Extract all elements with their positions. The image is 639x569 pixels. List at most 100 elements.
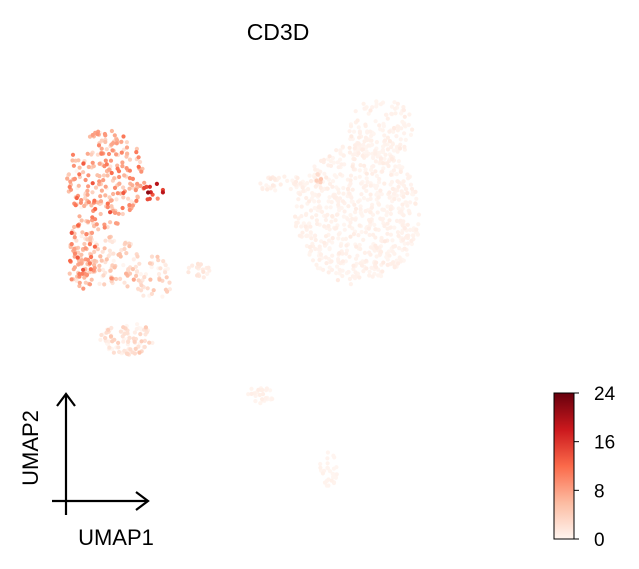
scatter-point (382, 239, 387, 244)
scatter-point (135, 322, 140, 327)
scatter-point (327, 181, 333, 186)
scatter-point (381, 166, 386, 171)
colorbar (553, 392, 575, 540)
scatter-point (96, 143, 102, 148)
scatter-point (385, 147, 390, 152)
scatter-point (341, 214, 346, 219)
scatter-point (296, 197, 301, 202)
scatter-point (402, 144, 407, 149)
scatter-point (362, 163, 367, 168)
scatter-point (391, 244, 396, 249)
scatter-point (77, 271, 82, 277)
scatter-point (368, 252, 373, 257)
scatter-point (315, 172, 320, 177)
scatter-point (72, 246, 77, 251)
scatter-point (351, 263, 356, 268)
scatter-point (322, 480, 328, 485)
scatter-point (398, 218, 403, 223)
scatter-point (112, 176, 117, 181)
scatter-point (382, 181, 387, 186)
scatter-point (387, 218, 392, 223)
scatter-point (376, 227, 381, 232)
scatter-point (158, 266, 163, 271)
scatter-point (325, 450, 330, 455)
scatter-point (95, 200, 100, 205)
scatter-point (104, 147, 109, 152)
scatter-point (86, 219, 91, 224)
scatter-point (369, 265, 374, 270)
scatter-point (401, 213, 406, 218)
scatter-point (129, 199, 134, 204)
scatter-point (80, 230, 85, 235)
scatter-point (126, 339, 131, 344)
scatter-point (119, 248, 124, 253)
scatter-point (385, 116, 390, 121)
scatter-point (325, 456, 330, 461)
scatter-point (374, 173, 379, 179)
scatter-point (361, 101, 366, 106)
scatter-point (76, 158, 81, 163)
scatter-point (282, 174, 287, 179)
scatter-point (117, 349, 122, 355)
scatter-point (390, 261, 395, 266)
scatter-point (93, 185, 99, 190)
scatter-point (318, 465, 323, 470)
scatter-point (115, 163, 120, 168)
scatter-point (398, 169, 403, 174)
scatter-point (329, 219, 334, 224)
scatter-point (377, 123, 382, 128)
scatter-point (325, 212, 330, 217)
scatter-point (124, 271, 129, 276)
scatter-point (376, 202, 382, 207)
scatter-point (338, 243, 343, 248)
scatter-point (363, 209, 368, 214)
scatter-point (382, 133, 387, 138)
scatter-point (352, 146, 357, 151)
scatter-point (124, 166, 129, 171)
scatter-point (110, 339, 115, 344)
scatter-point (160, 190, 165, 195)
scatter-point (114, 276, 119, 282)
scatter-point (258, 401, 263, 406)
scatter-point (323, 217, 328, 223)
scatter-point (118, 329, 123, 334)
scatter-point (379, 249, 384, 254)
scatter-point (368, 192, 373, 197)
scatter-point (135, 181, 140, 186)
scatter-point (357, 174, 362, 179)
scatter-point (316, 205, 321, 210)
scatter-point (385, 257, 390, 262)
scatter-point (121, 185, 126, 190)
scatter-point (330, 240, 335, 245)
scatter-point (318, 185, 323, 190)
scatter-point (401, 194, 406, 199)
scatter-point (357, 135, 362, 140)
scatter-point (160, 294, 165, 299)
scatter-point (334, 472, 339, 477)
scatter-point (382, 156, 387, 161)
scatter-point (98, 254, 103, 259)
scatter-point (405, 191, 410, 196)
scatter-point (260, 397, 265, 402)
scatter-point (163, 263, 168, 268)
scatter-point (134, 326, 139, 332)
scatter-point (359, 229, 364, 235)
scatter-point (130, 267, 135, 272)
scatter-point (135, 195, 140, 200)
scatter-point (201, 275, 206, 280)
scatter-point (125, 151, 130, 156)
scatter-point (371, 164, 376, 169)
scatter-point (307, 252, 312, 257)
scatter-point (336, 199, 341, 204)
scatter-point (406, 122, 411, 127)
scatter-point (103, 184, 108, 189)
scatter-point (389, 111, 394, 116)
scatter-point (278, 182, 283, 187)
scatter-point (156, 272, 162, 277)
scatter-point (324, 205, 329, 210)
scatter-point (335, 160, 340, 165)
scatter-point (347, 145, 352, 150)
scatter-point (86, 184, 91, 189)
scatter-point (72, 235, 77, 240)
scatter-point (396, 197, 401, 202)
